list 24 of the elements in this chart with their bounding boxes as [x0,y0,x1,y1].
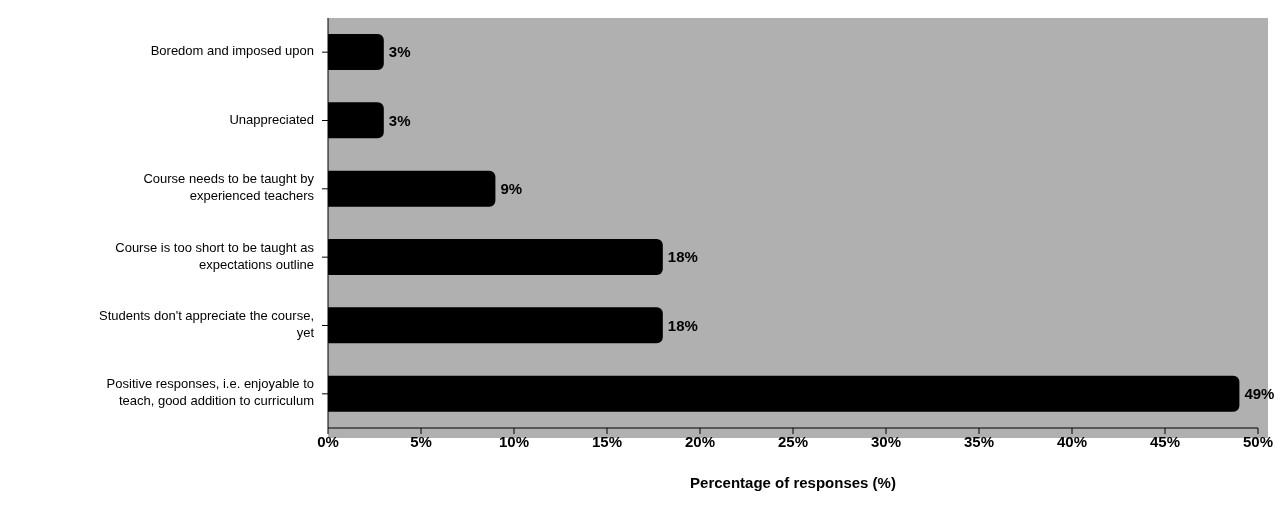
data-label: 3% [388,43,411,61]
x-tick-label: 0% [317,432,339,450]
x-tick-label: 40% [1056,432,1088,450]
y-tick-label: Boredom and imposed upon [150,43,314,59]
data-label: 9% [500,179,523,197]
x-tick-label: 15% [591,432,623,450]
x-tick-label: 25% [777,432,809,450]
x-tick-label: 5% [410,432,432,450]
x-tick-label: 35% [963,432,995,450]
data-label: 49% [1244,384,1275,402]
x-axis-title: Percentage of responses (%) [690,474,896,491]
y-tick-label: Unappreciated [229,111,314,127]
y-tick-label: Course needs to be taught by experienced teachers [143,171,315,204]
x-tick-label: 20% [684,432,716,450]
data-label: 3% [388,111,411,129]
y-tick-label: Course is too short to be taught as expectations outline [115,240,315,273]
y-tick-label: Positive responses, i.e. enjoyable to teach, good addition to curriculum [106,376,314,409]
data-label: 18% [667,316,698,334]
x-tick-label: 45% [1149,432,1181,450]
x-tick-label: 30% [870,432,902,450]
y-tick-label: Students don't appreciate the course, yet [99,308,315,341]
x-tick-label: 10% [498,432,530,450]
x-tick-label: 50% [1242,432,1274,450]
data-label: 18% [667,248,698,266]
